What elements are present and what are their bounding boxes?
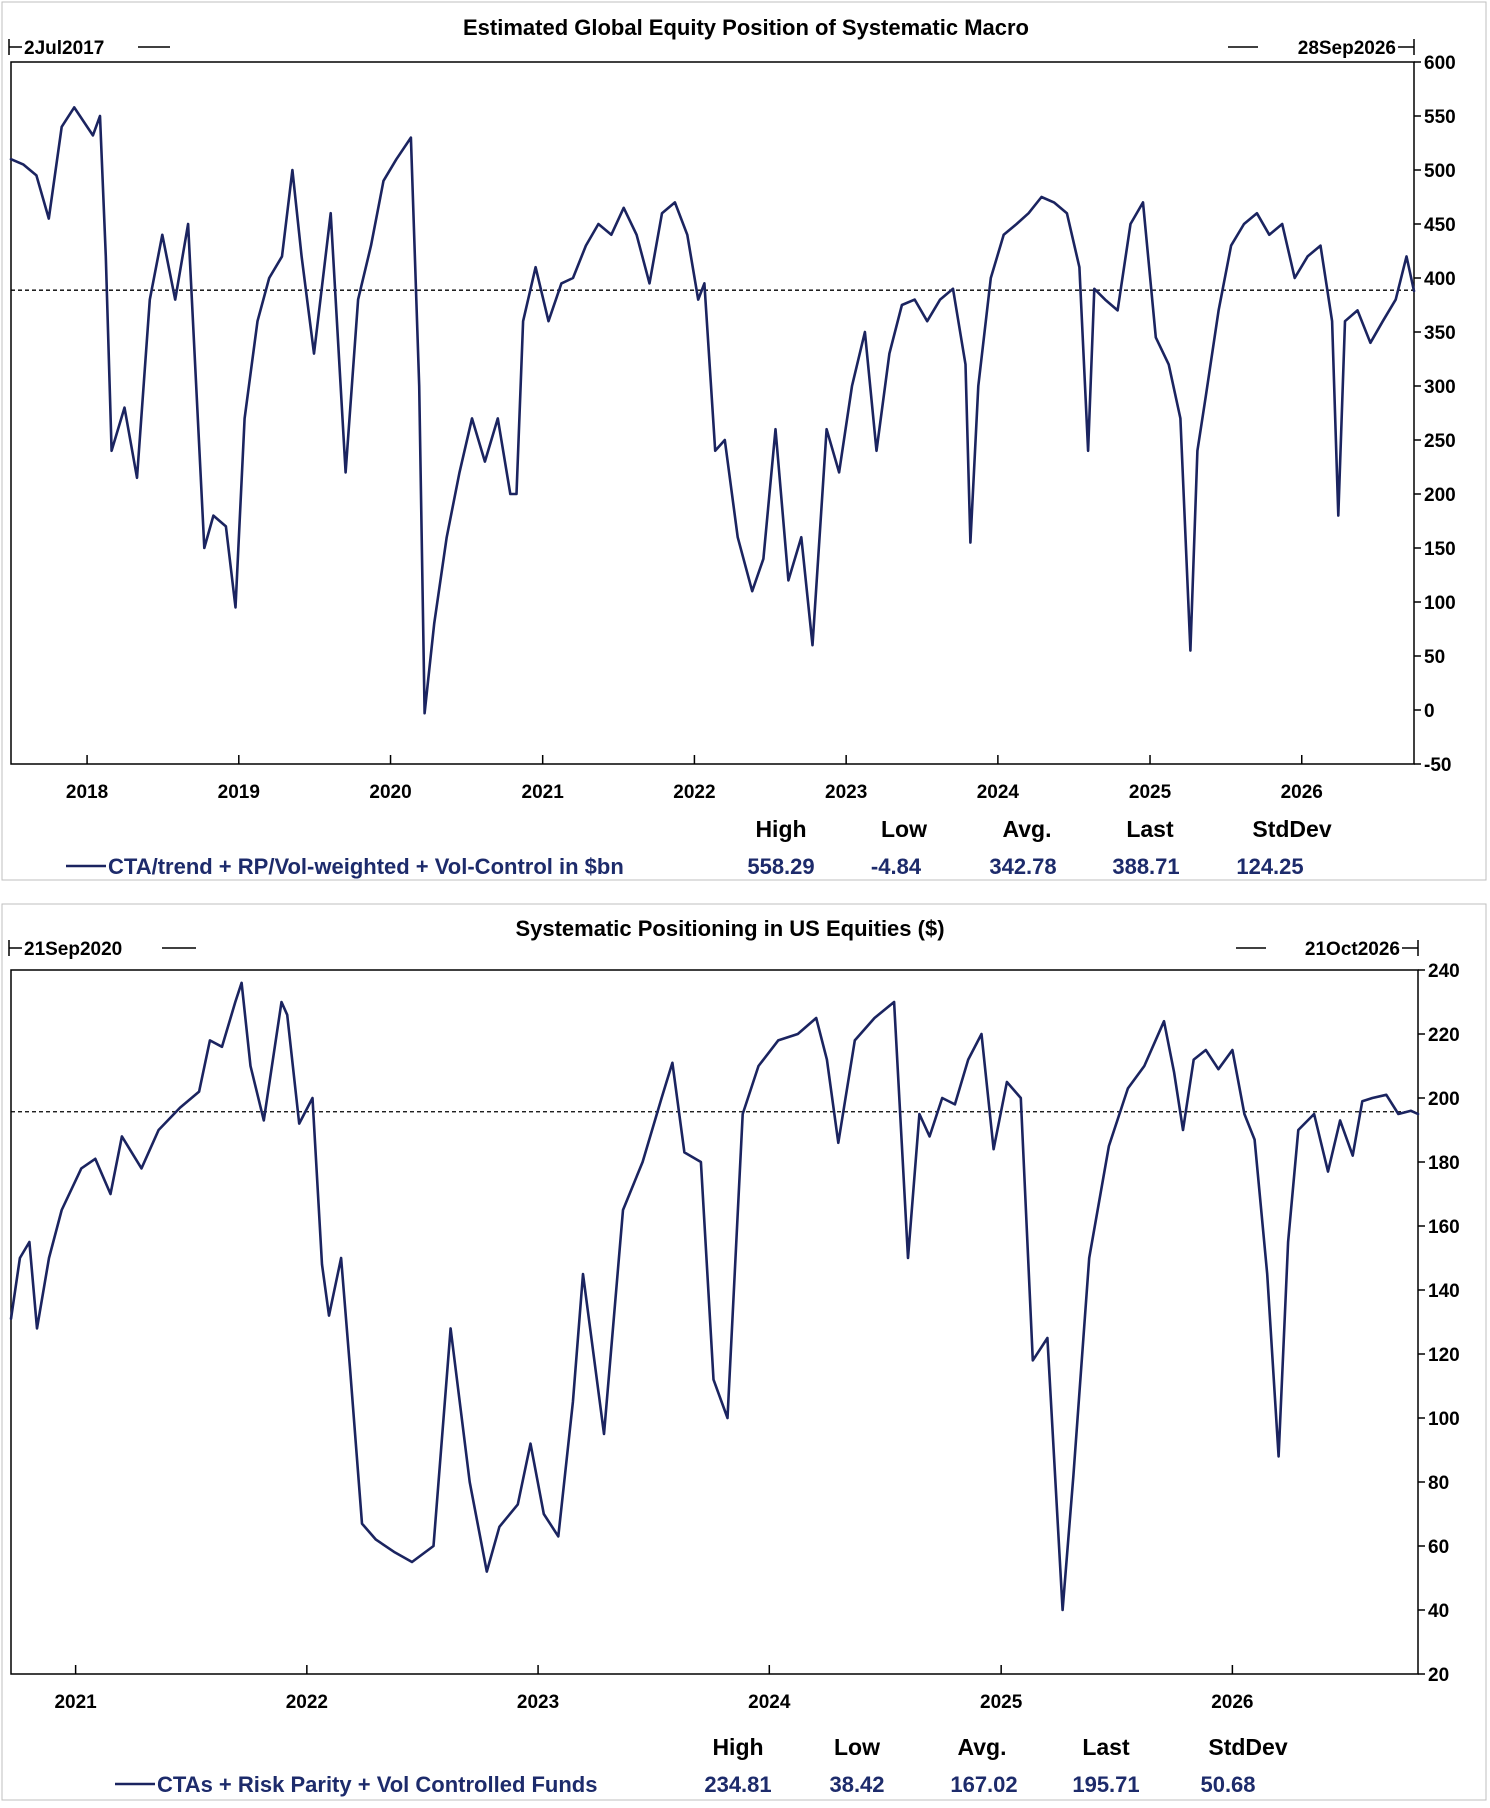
stat-value-avg: 167.02 bbox=[950, 1772, 1017, 1797]
y-tick-label: 50 bbox=[1424, 647, 1445, 668]
y-tick-label: 450 bbox=[1424, 215, 1456, 236]
end-date-label: 21Oct2026 bbox=[1305, 939, 1400, 960]
start-date-label: 2Jul2017 bbox=[24, 38, 104, 59]
x-tick-label: 2025 bbox=[1129, 782, 1172, 803]
stat-header-low: Low bbox=[834, 1734, 880, 1760]
series-group bbox=[9, 106, 1416, 715]
stats-table: High Low Avg. Last StdDev 234.81 38.42 1… bbox=[704, 1734, 1287, 1797]
x-tick-label: 2026 bbox=[1281, 782, 1323, 803]
chart-title: Estimated Global Equity Position of Syst… bbox=[463, 15, 1029, 40]
y-tick-label: 150 bbox=[1424, 539, 1456, 560]
x-tick-label: 2024 bbox=[977, 782, 1020, 803]
y-tick-label: 180 bbox=[1428, 1153, 1460, 1174]
stat-value-last: 388.71 bbox=[1112, 854, 1179, 879]
y-tick-label: 200 bbox=[1424, 485, 1456, 506]
stat-value-high: 558.29 bbox=[747, 854, 814, 879]
stat-header-last: Last bbox=[1126, 816, 1174, 842]
y-tick-label: 200 bbox=[1428, 1089, 1460, 1110]
y-tick-label: 250 bbox=[1424, 431, 1456, 452]
y-tick-label: 160 bbox=[1428, 1217, 1460, 1238]
stat-value-stddev: 50.68 bbox=[1200, 1772, 1255, 1797]
stat-header-high: High bbox=[712, 1734, 763, 1760]
end-date-label: 28Sep2026 bbox=[1298, 38, 1396, 59]
end-date-marker: 28Sep2026 bbox=[1228, 38, 1415, 59]
legend-series-name: CTAs + Risk Parity + Vol Controlled Fund… bbox=[157, 1772, 597, 1797]
x-tick-label: 2021 bbox=[522, 782, 565, 803]
legend: CTA/trend + RP/Vol-weighted + Vol-Contro… bbox=[66, 854, 624, 879]
x-tick-label: 2025 bbox=[980, 1692, 1023, 1713]
y-tick-label: 500 bbox=[1424, 161, 1456, 182]
y-axis: 240 220 200 180 160 140 120 100 80 60 40 20 bbox=[1418, 961, 1460, 1686]
start-date-marker: 21Sep2020 bbox=[8, 939, 196, 960]
stat-value-stddev: 124.25 bbox=[1236, 854, 1303, 879]
legend: CTAs + Risk Parity + Vol Controlled Fund… bbox=[115, 1772, 597, 1797]
x-axis: 2021 2022 2023 2024 2025 2026 bbox=[54, 1665, 1254, 1713]
y-tick-label: 350 bbox=[1424, 323, 1456, 344]
series-line bbox=[9, 106, 1416, 715]
x-tick-label: 2026 bbox=[1211, 1692, 1253, 1713]
x-tick-label: 2023 bbox=[517, 1692, 559, 1713]
start-date-marker: 2Jul2017 bbox=[8, 38, 170, 59]
stat-header-avg: Avg. bbox=[1003, 816, 1052, 842]
legend-series-name: CTA/trend + RP/Vol-weighted + Vol-Contro… bbox=[108, 854, 624, 879]
y-tick-label: 20 bbox=[1428, 1665, 1449, 1686]
y-tick-label: 40 bbox=[1428, 1601, 1449, 1622]
x-axis: 2018 2019 2020 2021 2022 2023 2024 2025 2026 bbox=[66, 755, 1323, 803]
y-tick-label: 100 bbox=[1428, 1409, 1460, 1430]
stat-header-high: High bbox=[755, 816, 806, 842]
chart-svg-global-macro: Estimated Global Equity Position of Syst… bbox=[1, 1, 1487, 881]
chart-panel-global-macro: Estimated Global Equity Position of Syst… bbox=[0, 0, 1490, 884]
x-tick-label: 2018 bbox=[66, 782, 108, 803]
x-tick-label: 2022 bbox=[673, 782, 715, 803]
y-tick-label: 0 bbox=[1424, 701, 1435, 722]
stat-header-stddev: StdDev bbox=[1208, 1734, 1287, 1760]
y-tick-label: 300 bbox=[1424, 377, 1456, 398]
series-group bbox=[9, 981, 1420, 1612]
stat-value-last: 195.71 bbox=[1072, 1772, 1139, 1797]
chart-panel-us-equities: Systematic Positioning in US Equities ($… bbox=[0, 902, 1490, 1804]
stat-header-avg: Avg. bbox=[958, 1734, 1007, 1760]
stat-value-low: -4.84 bbox=[871, 854, 922, 879]
panel-border bbox=[1, 903, 1487, 1801]
y-tick-label: 120 bbox=[1428, 1345, 1460, 1366]
series-line bbox=[9, 981, 1420, 1612]
stat-header-stddev: StdDev bbox=[1252, 816, 1331, 842]
stat-value-high: 234.81 bbox=[704, 1772, 771, 1797]
stat-value-avg: 342.78 bbox=[989, 854, 1056, 879]
x-tick-label: 2021 bbox=[54, 1692, 97, 1713]
x-tick-label: 2023 bbox=[825, 782, 867, 803]
y-tick-label: 600 bbox=[1424, 53, 1456, 74]
y-tick-label: 60 bbox=[1428, 1537, 1449, 1558]
x-tick-label: 2024 bbox=[748, 1692, 791, 1713]
chart-title: Systematic Positioning in US Equities ($… bbox=[515, 916, 944, 941]
y-tick-label: 400 bbox=[1424, 269, 1456, 290]
stats-table: High Low Avg. Last StdDev 558.29 -4.84 3… bbox=[747, 816, 1331, 879]
y-tick-label: 550 bbox=[1424, 107, 1456, 128]
y-tick-label: 80 bbox=[1428, 1473, 1449, 1494]
chart-svg-us-equities: Systematic Positioning in US Equities ($… bbox=[1, 903, 1487, 1801]
x-tick-label: 2019 bbox=[218, 782, 260, 803]
y-tick-label: 140 bbox=[1428, 1281, 1460, 1302]
start-date-label: 21Sep2020 bbox=[24, 939, 122, 960]
x-tick-label: 2020 bbox=[369, 782, 411, 803]
stat-header-low: Low bbox=[881, 816, 927, 842]
y-tick-label: 220 bbox=[1428, 1025, 1460, 1046]
panel-border bbox=[1, 1, 1487, 881]
y-tick-label: -50 bbox=[1424, 755, 1451, 776]
x-tick-label: 2022 bbox=[286, 1692, 328, 1713]
stat-value-low: 38.42 bbox=[829, 1772, 884, 1797]
y-tick-label: 240 bbox=[1428, 961, 1460, 982]
end-date-marker: 21Oct2026 bbox=[1236, 939, 1419, 960]
plot-area bbox=[10, 969, 1419, 1675]
stat-header-last: Last bbox=[1082, 1734, 1130, 1760]
y-tick-label: 100 bbox=[1424, 593, 1456, 614]
